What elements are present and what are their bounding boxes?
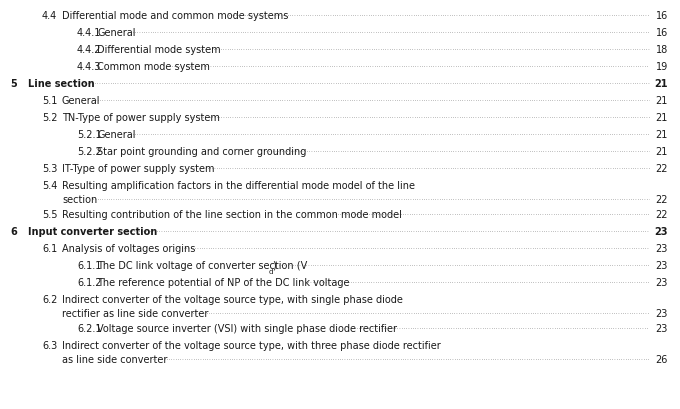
Text: Differential mode system: Differential mode system: [97, 45, 220, 55]
Text: 6: 6: [10, 227, 17, 236]
Text: 4.4: 4.4: [42, 11, 57, 21]
Text: 23: 23: [656, 261, 668, 270]
Text: 4.4.2: 4.4.2: [77, 45, 101, 55]
Text: 5.5: 5.5: [42, 209, 58, 220]
Text: 6.1: 6.1: [42, 243, 57, 254]
Text: The reference potential of NP of the DC link voltage: The reference potential of NP of the DC …: [97, 277, 350, 287]
Text: 6.2.1: 6.2.1: [77, 323, 101, 333]
Text: 23: 23: [656, 277, 668, 287]
Text: 21: 21: [656, 96, 668, 106]
Text: Resulting contribution of the line section in the common mode model: Resulting contribution of the line secti…: [62, 209, 402, 220]
Text: 16: 16: [656, 28, 668, 38]
Text: TN-Type of power supply system: TN-Type of power supply system: [62, 113, 220, 123]
Text: as line side converter: as line side converter: [62, 354, 167, 364]
Text: Indirect converter of the voltage source type, with single phase diode: Indirect converter of the voltage source…: [62, 294, 403, 304]
Text: Differential mode and common mode systems: Differential mode and common mode system…: [62, 11, 288, 21]
Text: Indirect converter of the voltage source type, with three phase diode rectifier: Indirect converter of the voltage source…: [62, 340, 441, 350]
Text: Voltage source inverter (VSI) with single phase diode rectifier: Voltage source inverter (VSI) with singl…: [97, 323, 397, 333]
Text: 5.2: 5.2: [42, 113, 58, 123]
Text: 19: 19: [656, 62, 668, 72]
Text: 18: 18: [656, 45, 668, 55]
Text: Line section: Line section: [28, 79, 95, 89]
Text: Star point grounding and corner grounding: Star point grounding and corner groundin…: [97, 147, 307, 157]
Text: 21: 21: [656, 147, 668, 157]
Text: Analysis of voltages origins: Analysis of voltages origins: [62, 243, 195, 254]
Text: 6.1.1: 6.1.1: [77, 261, 101, 270]
Text: 5: 5: [10, 79, 17, 89]
Text: 23: 23: [656, 308, 668, 318]
Text: Input converter section: Input converter section: [28, 227, 157, 236]
Text: Resulting amplification factors in the differential mode model of the line: Resulting amplification factors in the d…: [62, 180, 415, 191]
Text: 21: 21: [656, 130, 668, 139]
Text: IT-Type of power supply system: IT-Type of power supply system: [62, 164, 214, 173]
Text: General: General: [62, 96, 101, 106]
Text: 21: 21: [654, 79, 668, 89]
Text: 23: 23: [654, 227, 668, 236]
Text: d: d: [269, 268, 273, 274]
Text: 23: 23: [656, 323, 668, 333]
Text: 22: 22: [656, 195, 668, 204]
Text: 5.2.1: 5.2.1: [77, 130, 101, 139]
Text: 5.3: 5.3: [42, 164, 57, 173]
Text: General: General: [97, 28, 135, 38]
Text: 21: 21: [656, 113, 668, 123]
Text: 5.4: 5.4: [42, 180, 57, 191]
Text: General: General: [97, 130, 135, 139]
Text: 22: 22: [656, 209, 668, 220]
Text: 26: 26: [656, 354, 668, 364]
Text: rectifier as line side converter: rectifier as line side converter: [62, 308, 208, 318]
Text: 5.1: 5.1: [42, 96, 57, 106]
Text: section: section: [62, 195, 97, 204]
Text: The DC link voltage of converter section (V: The DC link voltage of converter section…: [97, 261, 307, 270]
Text: 5.2.2: 5.2.2: [77, 147, 102, 157]
Text: 23: 23: [656, 243, 668, 254]
Text: 22: 22: [656, 164, 668, 173]
Text: 6.1.2: 6.1.2: [77, 277, 101, 287]
Text: 6.2: 6.2: [42, 294, 57, 304]
Text: Common mode system: Common mode system: [97, 62, 210, 72]
Text: 16: 16: [656, 11, 668, 21]
Text: ): ): [272, 261, 276, 270]
Text: 4.4.3: 4.4.3: [77, 62, 101, 72]
Text: 4.4.1: 4.4.1: [77, 28, 101, 38]
Text: 6.3: 6.3: [42, 340, 57, 350]
